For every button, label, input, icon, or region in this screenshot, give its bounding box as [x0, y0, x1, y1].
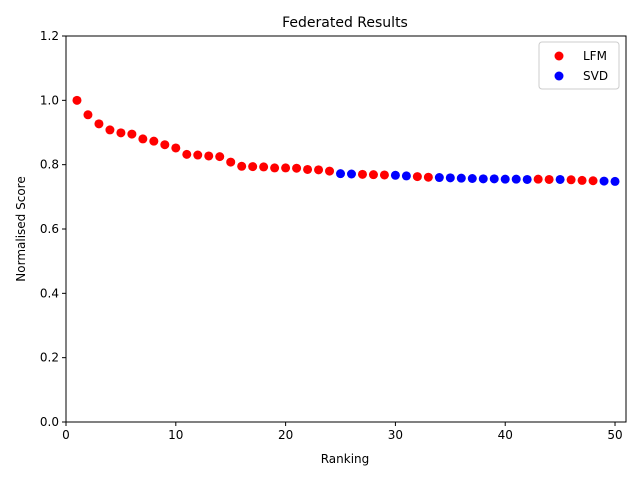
data-point-lfm	[248, 162, 258, 172]
x-tick-label: 40	[498, 428, 513, 442]
data-point-lfm	[149, 136, 159, 146]
legend: LFM SVD	[538, 41, 620, 90]
data-point-lfm	[357, 169, 367, 179]
data-point-lfm	[303, 164, 313, 174]
y-tick-label: 0.0	[40, 415, 59, 429]
data-point-lfm	[116, 128, 126, 138]
data-point-lfm	[226, 157, 236, 167]
chart-title: Federated Results	[282, 15, 408, 31]
data-point-lfm	[533, 174, 543, 184]
data-point-lfm	[72, 95, 82, 105]
data-point-lfm	[171, 143, 181, 153]
x-tick-label: 20	[278, 428, 293, 442]
data-point-svd	[390, 170, 400, 180]
data-point-svd	[445, 173, 455, 183]
data-point-svd	[610, 176, 620, 186]
data-point-svd	[599, 176, 609, 186]
data-point-lfm	[105, 125, 115, 135]
y-tick-label: 0.4	[40, 286, 59, 300]
data-point-lfm	[193, 150, 203, 160]
legend-marker-svd	[554, 71, 564, 81]
plot-area: 0 10 20 30 40 50 0.0 0.2 0.4 0.6 0.8 1.0 1.2	[40, 29, 627, 442]
data-point-lfm	[127, 129, 137, 139]
data-point-svd	[511, 174, 521, 184]
data-point-svd	[555, 174, 565, 184]
data-point-lfm	[423, 172, 433, 182]
x-axis-label: Ranking	[321, 452, 370, 466]
data-point-svd	[478, 174, 488, 184]
data-point-lfm	[281, 163, 291, 173]
data-point-svd	[456, 173, 466, 183]
data-point-lfm	[325, 166, 335, 176]
data-point-svd	[346, 169, 356, 179]
data-point-lfm	[160, 140, 170, 150]
data-point-lfm	[182, 149, 192, 159]
data-point-lfm	[412, 172, 422, 182]
x-tick-label: 0	[62, 428, 70, 442]
data-point-lfm	[94, 119, 104, 129]
data-point-svd	[489, 174, 499, 184]
data-point-lfm	[588, 176, 598, 186]
axes-frame	[65, 35, 627, 423]
data-point-lfm	[204, 151, 214, 161]
data-point-lfm	[270, 163, 280, 173]
data-point-svd	[434, 173, 444, 183]
y-tick-label: 0.6	[40, 222, 59, 236]
data-point-svd	[500, 174, 510, 184]
data-point-svd	[336, 169, 346, 179]
data-point-lfm	[215, 152, 225, 162]
y-tick-label: 0.2	[40, 351, 59, 365]
y-tick-label: 1.0	[40, 93, 59, 107]
data-point-svd	[522, 174, 532, 184]
x-tick-label: 50	[607, 428, 622, 442]
data-point-lfm	[544, 174, 554, 184]
y-tick-label: 1.2	[40, 29, 59, 43]
series-lfm	[72, 95, 598, 186]
data-point-svd	[467, 173, 477, 183]
legend-label-lfm: LFM	[583, 49, 607, 63]
data-point-lfm	[368, 170, 378, 180]
series-svd	[336, 169, 620, 186]
data-point-lfm	[566, 175, 576, 185]
y-axis-label: Normalised Score	[14, 176, 28, 281]
legend-marker-lfm	[554, 51, 564, 61]
y-tick-label: 0.8	[40, 158, 59, 172]
x-tick-label: 30	[388, 428, 403, 442]
data-point-lfm	[138, 134, 148, 144]
data-point-lfm	[292, 163, 302, 173]
data-point-svd	[401, 171, 411, 181]
data-point-lfm	[259, 162, 269, 172]
data-point-lfm	[577, 175, 587, 185]
legend-label-svd: SVD	[583, 69, 608, 83]
data-point-lfm	[379, 170, 389, 180]
data-point-lfm	[237, 161, 247, 171]
data-point-lfm	[83, 110, 93, 120]
x-tick-label: 10	[168, 428, 183, 442]
data-point-lfm	[314, 165, 324, 175]
